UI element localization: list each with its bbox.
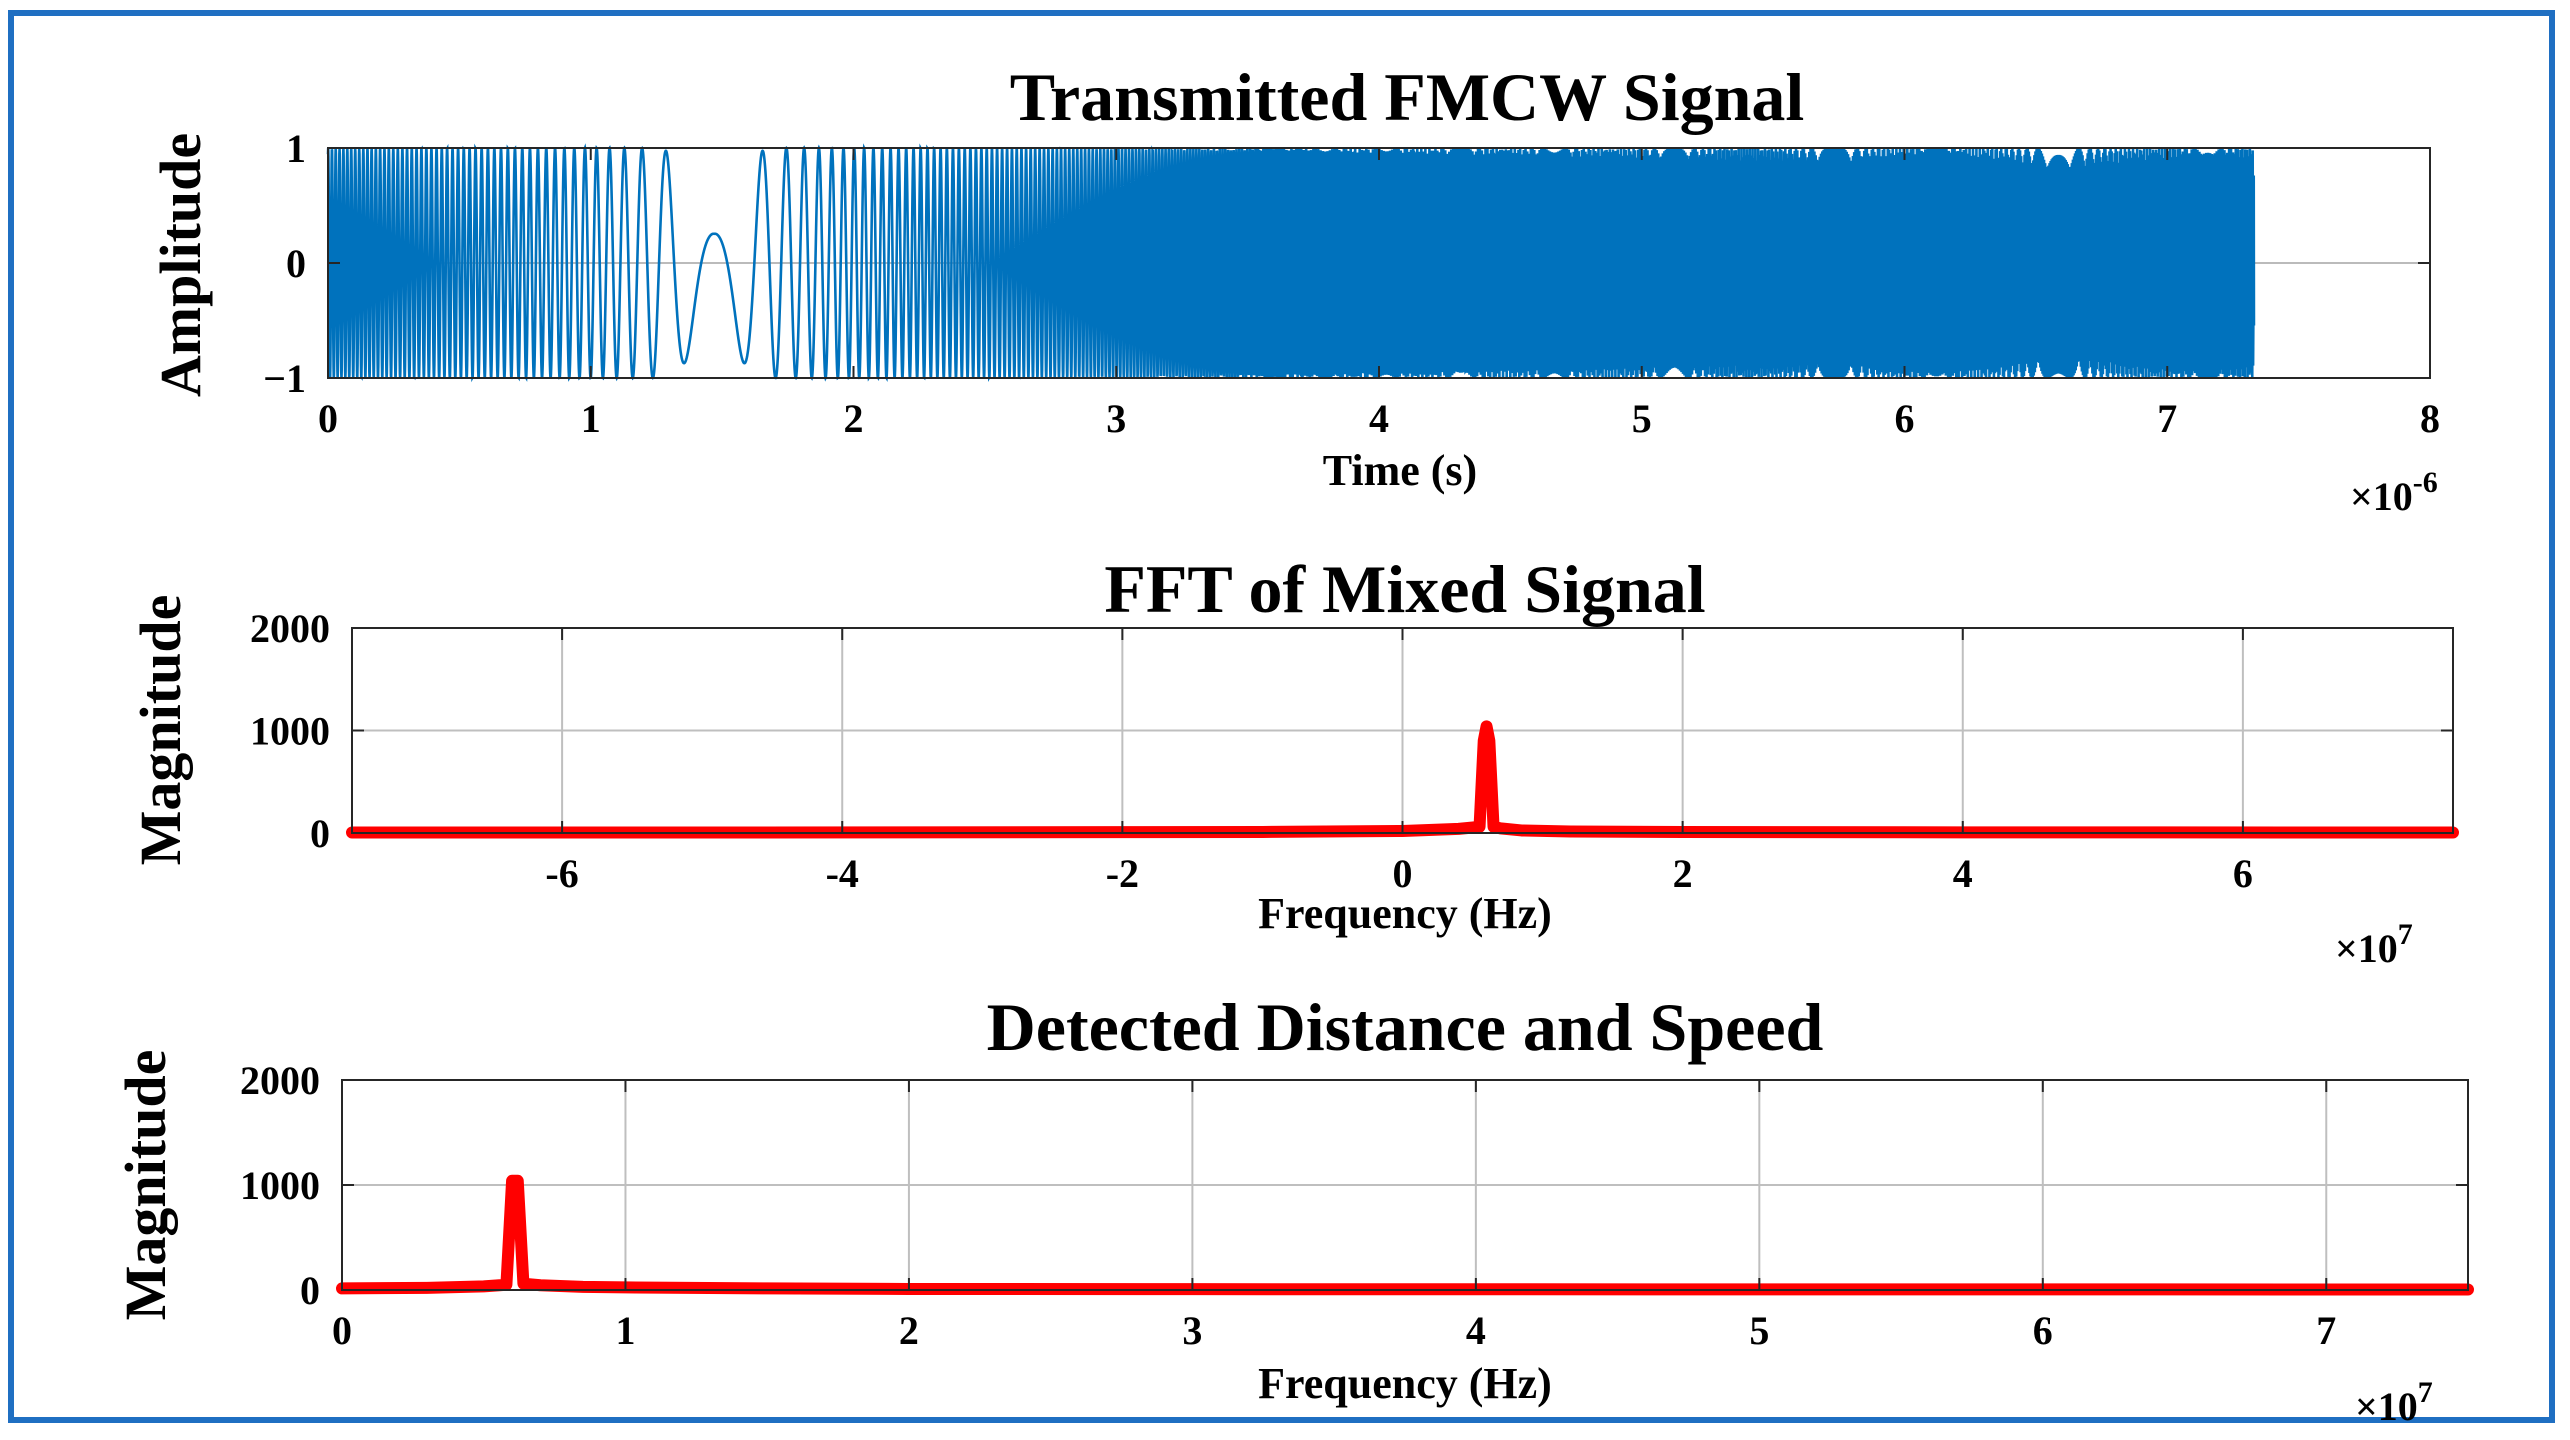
y-tick-label: −1	[263, 356, 306, 401]
data-point	[1482, 739, 1485, 742]
y-tick-label: 2000	[250, 606, 330, 651]
data-point	[1569, 830, 1572, 833]
x-tick-label: 0	[318, 396, 338, 441]
plot-fft-mixed-signal: FFT of Mixed Signal Magnitude Frequency …	[128, 551, 2459, 971]
data-point	[516, 1179, 519, 1182]
x-tick-label: 4	[1369, 396, 1389, 441]
plot2-ylabel: Magnitude	[128, 595, 193, 866]
x-tick-label: 0	[332, 1308, 352, 1353]
x-tick-label: 7	[2316, 1308, 2336, 1353]
y-tick-label: 1	[286, 126, 306, 171]
data-point	[1492, 825, 1495, 828]
plot3-title: Detected Distance and Speed	[987, 989, 1824, 1065]
x-tick-label: 2	[899, 1308, 919, 1353]
plot-transmitted-signal: Transmitted FMCW Signal Amplitude Time (…	[148, 59, 2440, 519]
x-tick-label: 5	[1749, 1308, 1769, 1353]
data-point	[1485, 725, 1488, 728]
plot2-x-exponent: ×107	[2335, 918, 2413, 971]
x-tick-label: 2	[1673, 851, 1693, 896]
data-point	[581, 1285, 584, 1288]
y-tick-label: 0	[310, 811, 330, 856]
data-point	[426, 1286, 429, 1289]
plot2-axes: -6 -4 -2 0 2 4 6 0 1000 2000	[250, 606, 2459, 896]
plot3-axes: 0 1 2 3 4 5 6 7 0 1000 2000	[240, 1058, 2474, 1353]
x-tick-label: 1	[615, 1308, 635, 1353]
x-tick-label: 7	[2157, 396, 2177, 441]
data-point	[482, 1285, 485, 1288]
plot3-ylabel: Magnitude	[113, 1050, 178, 1321]
data-point	[766, 1287, 769, 1290]
data-point	[505, 1283, 508, 1286]
signal-line	[326, 143, 2256, 383]
x-tick-label: 8	[2420, 396, 2440, 441]
plot1-xlabel: Time (s)	[1323, 446, 1477, 495]
y-tick-label: 1000	[250, 709, 330, 754]
y-tick-label: 1000	[240, 1163, 320, 1208]
plot1-x-exponent: ×10-6	[2350, 466, 2438, 519]
data-point	[522, 1282, 525, 1285]
x-tick-label: 0	[1393, 851, 1413, 896]
x-tick-label: 6	[2233, 851, 2253, 896]
x-tick-label: 4	[1953, 851, 1973, 896]
data-point	[1457, 827, 1460, 830]
x-tick-label: 6	[2033, 1308, 2053, 1353]
y-tick-label: 2000	[240, 1058, 320, 1103]
figure-frame	[8, 10, 2555, 1423]
data-point	[539, 1284, 542, 1287]
x-tick-label: 5	[1632, 396, 1652, 441]
x-tick-label: 3	[1106, 396, 1126, 441]
spectrum-line	[336, 1174, 2474, 1296]
data-point	[1478, 825, 1481, 828]
data-point	[511, 1179, 514, 1182]
plot1-ylabel: Amplitude	[148, 133, 213, 397]
plot1-axes: 0 1 2 3 4 5 6 7 8 −1 0 1	[263, 126, 2440, 441]
x-tick-label: -2	[1106, 851, 1139, 896]
x-tick-label: -6	[545, 851, 578, 896]
data-point	[1488, 739, 1491, 742]
x-tick-label: 4	[1466, 1308, 1486, 1353]
y-tick-label: 0	[286, 241, 306, 286]
y-tick-label: 0	[300, 1268, 320, 1313]
x-tick-label: -4	[826, 851, 859, 896]
plot2-xlabel: Frequency (Hz)	[1258, 889, 1552, 938]
data-point	[1520, 829, 1523, 832]
plot1-title: Transmitted FMCW Signal	[1010, 59, 1805, 135]
x-tick-label: 6	[1895, 396, 1915, 441]
x-tick-label: 1	[581, 396, 601, 441]
x-tick-label: 3	[1182, 1308, 1202, 1353]
plot3-xlabel: Frequency (Hz)	[1258, 1359, 1552, 1408]
plot2-title: FFT of Mixed Signal	[1104, 551, 1705, 627]
plot-detected-distance-speed: Detected Distance and Speed Magnitude Fr…	[113, 989, 2474, 1429]
x-tick-label: 2	[844, 396, 864, 441]
data-point	[1499, 827, 1502, 830]
plot3-x-exponent: ×107	[2355, 1376, 2433, 1429]
